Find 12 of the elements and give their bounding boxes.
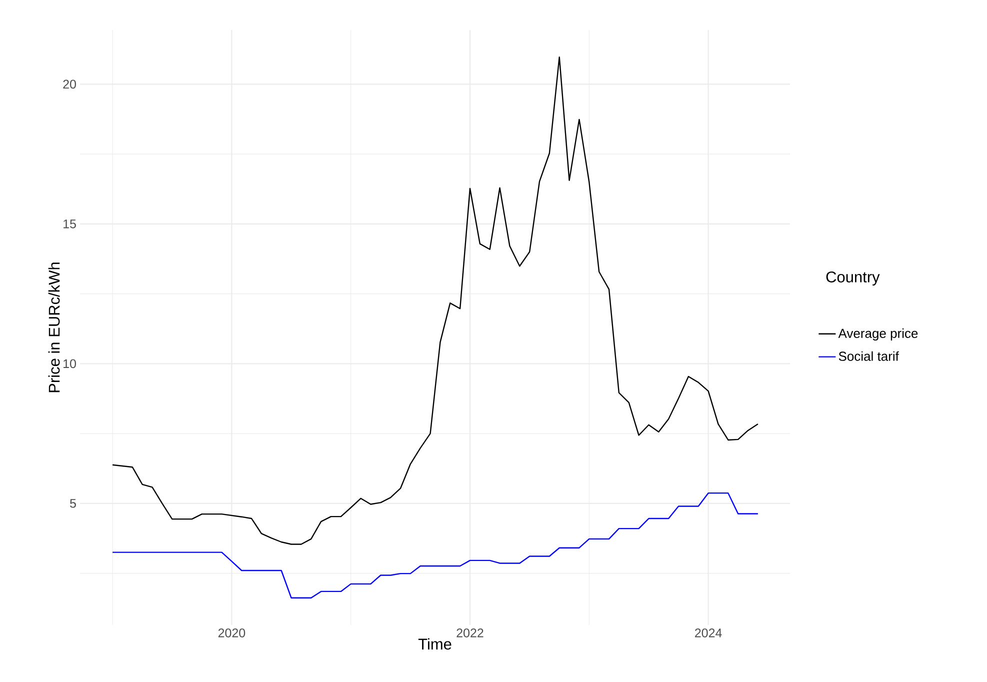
x-tick-label: 2020 (218, 628, 246, 638)
legend-title: Country (826, 271, 880, 286)
y-tick-label: 15 (64, 220, 76, 228)
x-tick-label: 2024 (695, 628, 722, 638)
x-tick-label: 2022 (456, 628, 484, 638)
y-tick-label: 5 (70, 499, 76, 508)
y-axis-title: Price in EURc/kWh (48, 262, 60, 392)
legend-label: Social tarif (838, 351, 899, 361)
x-axis-title: Time (418, 638, 452, 650)
legend-label: Average price (838, 328, 918, 341)
y-tick-label: 10 (64, 359, 76, 368)
y-tick-label: 20 (63, 80, 76, 89)
